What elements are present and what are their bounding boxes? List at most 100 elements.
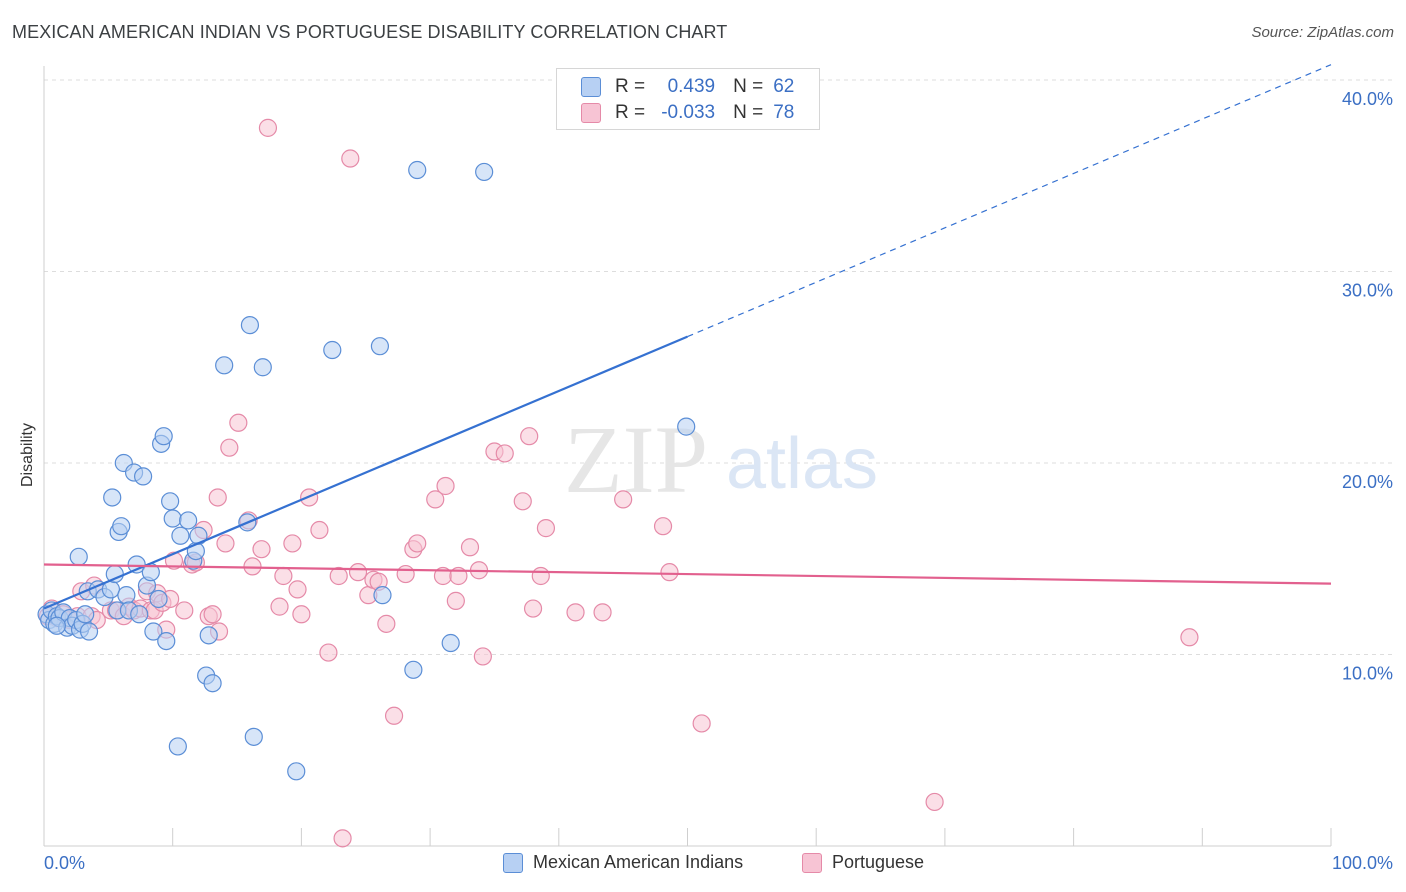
legend-swatch-blue (503, 852, 523, 873)
portuguese-point (426, 490, 445, 509)
portuguese-point (536, 519, 556, 538)
x-tick-label: 0.0% (44, 853, 85, 873)
mexican-american-indian-point (133, 467, 153, 486)
portuguese-point (531, 566, 550, 586)
portuguese-point (593, 603, 612, 622)
legend-n-label: N = (733, 102, 764, 123)
portuguese-point (348, 563, 368, 582)
mexican-american-indian-point (144, 622, 163, 641)
chart-title: MEXICAN AMERICAN INDIAN VS PORTUGUESE DI… (12, 22, 728, 42)
mexican-american-indian-point (287, 762, 306, 781)
portuguese-point (1180, 628, 1199, 647)
legend-n-value: 62 (773, 76, 795, 97)
portuguese-point (460, 538, 480, 557)
portuguese-point (310, 520, 329, 540)
mexican-american-indian-point (69, 547, 88, 566)
portuguese-point (341, 149, 360, 168)
tick-labels: 10.0% 20.0% 30.0% 40.0% 0.0% 100.0% (44, 89, 1393, 873)
source-credit: Source: ZipAtlas.com (1251, 24, 1394, 41)
portuguese-point (229, 413, 248, 432)
portuguese-point (258, 118, 278, 137)
mexican-american-indian-point (475, 162, 494, 182)
portuguese-point (252, 540, 271, 559)
legend-label: Mexican American Indians (533, 852, 744, 872)
mexican-american-indian-point (149, 589, 168, 609)
mexican-american-indian-point (163, 509, 182, 528)
legend-swatch-blue (581, 77, 601, 97)
portuguese-point (520, 427, 539, 446)
portuguese-point (660, 563, 679, 582)
watermark: ZIP atlas (564, 406, 878, 513)
legend-r-label: R = (615, 102, 646, 123)
portuguese-point (653, 517, 673, 536)
legend-n-value: 78 (773, 102, 795, 123)
portuguese-point (288, 580, 307, 599)
portuguese-point (513, 492, 532, 511)
mexican-american-indian-point (408, 160, 427, 180)
mexican-american-indian-point (404, 660, 423, 679)
portuguese-point (446, 591, 465, 610)
portuguese-point (495, 444, 514, 463)
portuguese-point (208, 488, 227, 507)
mexican-american-indian-point (179, 511, 198, 530)
portuguese-point (408, 534, 427, 553)
correlation-legend: R = 0.439 N = 62 R = -0.033 N = 78 (556, 68, 820, 130)
portuguese-point (692, 714, 711, 733)
y-tick-label: 10.0% (1342, 664, 1393, 684)
mexican-american-indian-point (215, 356, 234, 375)
portuguese-point (925, 792, 944, 812)
mexican-american-indian-point (117, 586, 136, 605)
mexican-american-indian-point (677, 417, 696, 436)
mexican-american-indian-point (240, 316, 260, 335)
portuguese-point (384, 706, 404, 725)
portuguese-point (175, 601, 194, 620)
legend-r-value: -0.033 (661, 102, 716, 123)
mexican-american-indian-point (154, 427, 173, 446)
portuguese-point (436, 476, 455, 496)
mexican-american-indian-point (168, 737, 187, 756)
mexican-american-indian-point (441, 633, 460, 653)
mexican-american-indian-point (171, 526, 190, 545)
portuguese-point (329, 566, 348, 586)
watermark-atlas: atlas (726, 424, 878, 504)
y-tick-label: 40.0% (1342, 89, 1393, 109)
portuguese-point (220, 438, 239, 457)
mexican-american-indian-point (47, 616, 66, 635)
portuguese-point (319, 643, 338, 662)
mexican-american-indian-point (373, 586, 392, 605)
mexican-american-indian-point (103, 488, 122, 507)
portuguese-point (270, 597, 289, 616)
trend-lines (43, 64, 1332, 610)
legend-swatch-pink (802, 852, 822, 873)
portuguese-point (333, 829, 352, 848)
trend-line-blue (43, 335, 688, 610)
mexican-american-indian-point (79, 622, 99, 641)
portuguese-point (473, 647, 492, 666)
portuguese-point (203, 605, 222, 624)
mexican-american-indian-point (323, 340, 342, 360)
portuguese-point (292, 605, 311, 624)
mexican-american-indian-point (161, 492, 180, 511)
portuguese-point (396, 564, 415, 584)
legend-row-blue: R = 0.439 N = 62 (581, 76, 794, 98)
trend-line-pink (43, 563, 1332, 585)
legend-item-portuguese: Portuguese (802, 852, 924, 873)
mexican-american-indian-point (244, 727, 263, 746)
x-tick-label: 100.0% (1332, 853, 1393, 873)
mexican-american-indian-point (370, 337, 390, 356)
legend-n-label: N = (733, 76, 764, 97)
legend-row-pink: R = -0.033 N = 78 (581, 102, 794, 124)
portuguese-point (614, 490, 633, 509)
mexican-american-indian-points (37, 160, 696, 781)
legend-swatch-pink (581, 103, 601, 123)
mexican-american-indian-point (157, 631, 176, 651)
legend-r-value: 0.439 (667, 76, 716, 97)
mexican-american-indian-point (199, 626, 218, 645)
legend-item-mexican-american-indians: Mexican American Indians (503, 852, 743, 873)
legend-r-label: R = (615, 76, 646, 97)
y-tick-label: 30.0% (1342, 281, 1393, 301)
portuguese-point (523, 599, 543, 618)
axes (43, 66, 1332, 847)
mexican-american-indian-point (130, 605, 149, 624)
